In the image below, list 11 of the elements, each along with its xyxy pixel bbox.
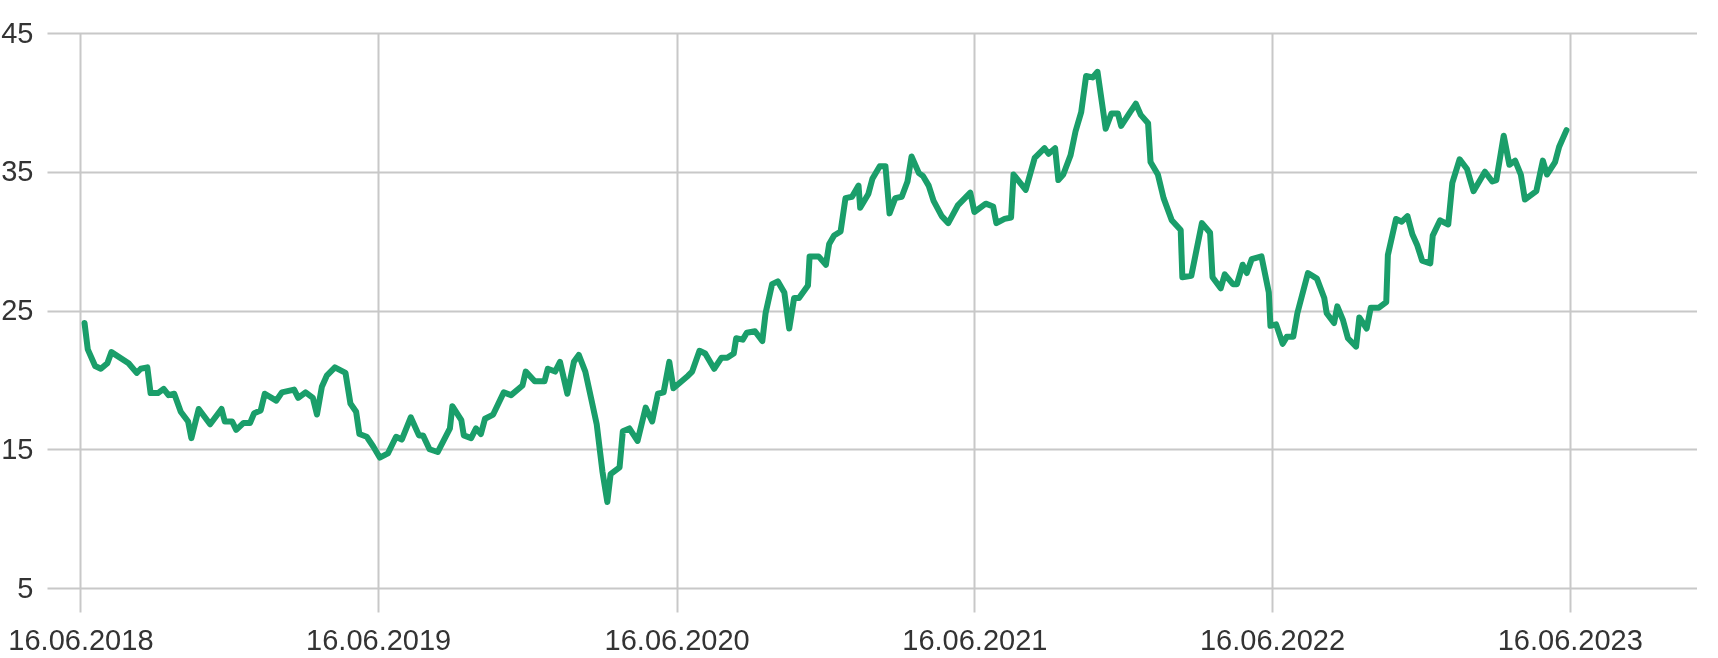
y-tick-label: 35 bbox=[1, 155, 34, 188]
y-tick-label: 15 bbox=[1, 432, 34, 465]
y-tick-label: 25 bbox=[1, 294, 34, 326]
y-tick-label: 45 bbox=[1, 16, 34, 49]
x-tick-label: 16.06.2022 bbox=[1199, 623, 1346, 656]
x-tick-label: 16.06.2021 bbox=[902, 623, 1048, 656]
y-tick-label: 5 bbox=[17, 571, 34, 604]
x-tick-label: 16.06.2020 bbox=[604, 623, 750, 656]
x-tick-label: 16.06.2018 bbox=[8, 623, 154, 656]
x-tick-label: 16.06.2023 bbox=[1497, 623, 1643, 656]
x-tick-label: 16.06.2019 bbox=[306, 623, 452, 656]
